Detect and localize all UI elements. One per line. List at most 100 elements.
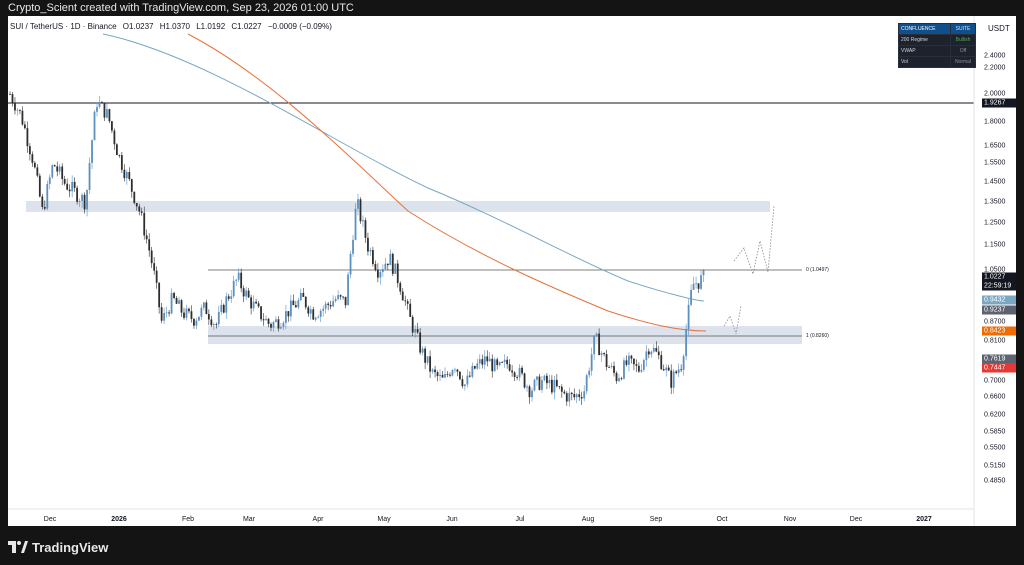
candle-body (645, 351, 648, 360)
tradingview-logo[interactable]: TradingView (8, 537, 108, 557)
fib-0-label: 0 (1.0497) (806, 267, 829, 273)
candle-body (493, 359, 496, 372)
price-chart[interactable] (8, 16, 1016, 526)
candle-body (294, 305, 297, 308)
candle-body (426, 356, 429, 363)
candle-body (565, 393, 568, 402)
candle-body (212, 324, 215, 326)
candle-body (140, 211, 143, 213)
candle-body (498, 362, 501, 366)
candle-body (528, 386, 531, 398)
candle-body (21, 110, 24, 125)
confluence-row: Vol Normal (899, 56, 975, 67)
candle-body (230, 296, 233, 299)
candle-body (618, 378, 620, 382)
candle-body (145, 235, 148, 240)
candle-body (406, 301, 409, 304)
time-tick: Oct (716, 516, 728, 523)
confluence-header: CONFLUENCE SUITE (899, 24, 975, 34)
price-tick: 0.7000 (984, 377, 1006, 385)
candle-body (459, 371, 461, 380)
price-axis-unit[interactable]: USDT (988, 24, 1010, 33)
candle-body (168, 312, 170, 314)
candle-body (466, 375, 469, 385)
candle-body (190, 311, 193, 319)
candle-body (41, 196, 44, 207)
candle-body (454, 369, 456, 371)
candle-body (695, 283, 697, 285)
candle-body (309, 309, 312, 314)
last-price-label: 1.0227 (982, 272, 1016, 282)
candle-body (414, 329, 417, 333)
candle-body (575, 394, 578, 398)
candle-body (113, 130, 116, 145)
candle-body (33, 162, 36, 168)
candle-body (672, 371, 675, 388)
chart-area[interactable]: SUI / TetherUS · 1D · Binance O1.0237 H1… (8, 16, 1016, 526)
time-tick: Apr (312, 516, 324, 523)
candle-body (444, 373, 446, 378)
candle-body (297, 300, 300, 308)
candle-body (568, 392, 571, 402)
candle-body (478, 359, 481, 364)
candle-body (409, 303, 412, 317)
candle-body (183, 312, 185, 318)
candle-body (513, 372, 516, 377)
candle-body (96, 107, 98, 112)
candle-body (265, 318, 267, 321)
candle-body (657, 351, 660, 356)
candle-body (207, 314, 210, 320)
candle-body (635, 364, 638, 366)
demand-zone (208, 326, 802, 344)
candle-body (374, 264, 377, 270)
candle-body (491, 358, 494, 372)
candle-body (389, 253, 392, 266)
candle-body (516, 376, 518, 378)
candle-body (120, 155, 123, 170)
ma-orange-line (187, 33, 707, 332)
time-tick: Jun (446, 516, 458, 523)
candle-body (71, 181, 74, 192)
candle-body (277, 319, 280, 329)
ma-grey-price-label: 0.9237 (982, 305, 1016, 315)
candle-body (570, 392, 573, 395)
candle-body (163, 313, 166, 321)
candle-body (153, 263, 156, 271)
candle-body (108, 109, 111, 122)
candle-body (170, 292, 173, 314)
candle-body (670, 370, 673, 388)
candle-body (615, 372, 618, 382)
candle-body (48, 177, 51, 184)
candle-body (461, 379, 464, 387)
candle-body (123, 169, 126, 179)
candle-body (200, 307, 203, 317)
candle-body (364, 220, 367, 238)
candle-body (662, 369, 665, 371)
candle-body (257, 303, 260, 307)
price-tick: 0.4850 (984, 477, 1006, 485)
candle-body (280, 327, 282, 329)
candle-body (299, 292, 302, 301)
candle-body (78, 200, 81, 202)
legend-change: −0.0009 (−0.09%) (267, 22, 332, 31)
candle-body (83, 194, 86, 210)
confluence-row-label: 200 Regime (901, 37, 928, 43)
candle-body (88, 162, 91, 190)
candle-body (620, 378, 623, 380)
candle-body (245, 290, 248, 297)
candle-body (483, 356, 486, 365)
candle-body (650, 351, 653, 355)
confluence-row-value: Normal (950, 57, 975, 67)
confluence-row-label: Vol (901, 59, 908, 65)
candle-body (416, 329, 419, 333)
tradingview-brand: TradingView (32, 539, 109, 555)
candle-body (9, 94, 11, 95)
candle-body (46, 183, 49, 209)
price-tick: 1.0500 (984, 266, 1006, 274)
candle-body (677, 369, 680, 373)
candle-body (652, 347, 655, 352)
candle-body (531, 390, 533, 398)
symbol-legend[interactable]: SUI / TetherUS · 1D · Binance O1.0237 H1… (10, 22, 336, 31)
candle-body (573, 394, 576, 398)
confluence-row: 200 Regime Bullish (899, 34, 975, 45)
